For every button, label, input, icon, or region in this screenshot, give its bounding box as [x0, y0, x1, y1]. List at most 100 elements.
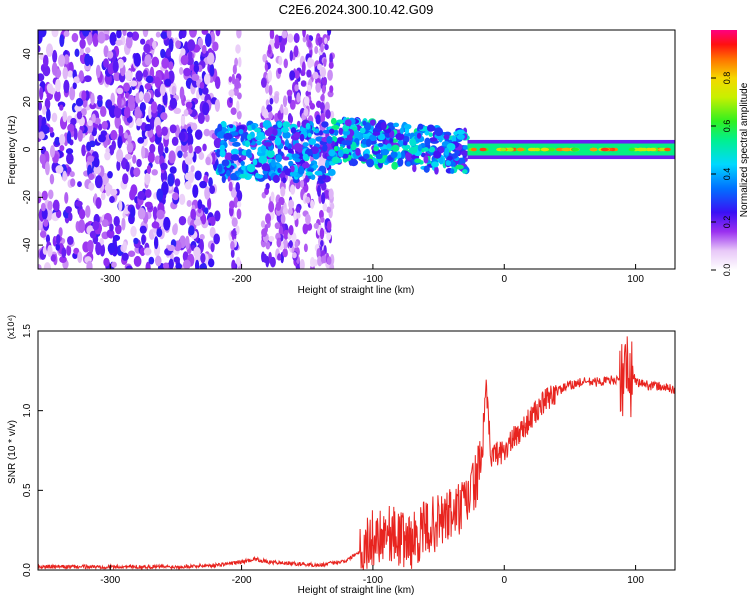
- spectrogram-cell: [234, 57, 238, 67]
- spectrogram-cell: [132, 154, 137, 164]
- spectrogram-cell: [62, 66, 69, 80]
- spectrogram-cell: [321, 77, 327, 86]
- spectrogram-cell: [236, 201, 242, 208]
- spectrogram-cell: [113, 72, 121, 82]
- y-tick-label: 0.5: [22, 483, 33, 497]
- spectrogram-cell: [106, 229, 115, 239]
- x-tick-label: 0: [501, 274, 507, 285]
- spectrogram-cell: [213, 233, 220, 245]
- spectrogram-cell: [143, 247, 152, 256]
- spectrogram-cell: [38, 220, 43, 231]
- spectrogram-cell: [275, 35, 280, 46]
- spectrogram-cell: [204, 186, 211, 200]
- spectrogram-cell: [127, 94, 135, 106]
- spectrogram-cell: [275, 202, 282, 211]
- spectrogram-cell: [52, 49, 58, 63]
- spectrogram-cell: [306, 69, 312, 78]
- spectrogram-cell: [203, 128, 211, 137]
- spectrogram-cell: [183, 67, 192, 77]
- spectrogram-cell: [156, 209, 165, 220]
- spectrogram-cell: [293, 45, 299, 58]
- spectrogram-cell: [260, 77, 267, 88]
- spectrogram-cell: [179, 86, 185, 101]
- spectrogram-cell: [255, 174, 264, 179]
- spectrogram-cell: [221, 159, 230, 167]
- x-tick-label: 100: [627, 575, 644, 586]
- spectrogram-cell: [324, 101, 330, 112]
- spectrogram-cell: [41, 190, 48, 201]
- spectrogram-cell: [296, 120, 301, 128]
- spectrogram-cell: [372, 131, 381, 136]
- y-tick-label: 20: [22, 96, 33, 108]
- spectrogram-cell: [229, 131, 239, 136]
- spectrogram-cell: [126, 142, 134, 153]
- spectrogram-cell: [72, 82, 77, 90]
- spectrogram-cell: [366, 158, 374, 168]
- spectrogram-cell: [265, 182, 270, 190]
- spectrogram-cell: [289, 99, 296, 110]
- spectrogram-cell: [315, 82, 322, 93]
- spectrogram-cell: [212, 41, 219, 52]
- spectrogram-cell: [88, 173, 95, 181]
- spectrogram-cell: [178, 30, 183, 40]
- spectrogram-y-label: Frequency (Hz): [7, 116, 18, 185]
- spectrogram-cell: [201, 44, 207, 54]
- spectrogram-cell: [127, 250, 136, 258]
- spectrogram-cell: [109, 223, 114, 232]
- spectrogram-cell: [270, 191, 275, 203]
- spectrogram-cell: [300, 179, 305, 188]
- spectrogram-cell: [305, 213, 311, 225]
- spectrogram-cell: [446, 155, 453, 161]
- spectrogram-cell: [328, 149, 336, 157]
- spectrogram-cell: [54, 90, 61, 102]
- spectrogram-cell: [116, 148, 124, 163]
- spectrogram-cell: [397, 157, 404, 167]
- spectrogram-cell: [369, 134, 378, 142]
- spectrogram-cell: [462, 169, 468, 174]
- spectrogram-cell: [49, 145, 55, 158]
- spectrogram-cell: [322, 203, 328, 212]
- snr-x-label: Height of straight line (km): [298, 585, 415, 596]
- spectrogram-cell: [228, 124, 234, 129]
- spectrogram-cell: [664, 147, 671, 152]
- spectrogram-cell: [92, 220, 100, 231]
- spectrogram-cell: [231, 259, 236, 269]
- spectrogram-cell: [396, 151, 402, 160]
- spectrogram-cell: [302, 30, 306, 38]
- spectrogram-cell: [197, 199, 203, 210]
- spectrogram-cell: [160, 162, 168, 171]
- spectrogram-cell: [133, 52, 142, 67]
- x-tick-label: -300: [100, 575, 120, 586]
- spectrogram-cell: [207, 197, 212, 210]
- spectrogram-cell: [81, 30, 90, 37]
- spectrogram-cell: [91, 113, 96, 124]
- spectrogram-cell: [94, 175, 103, 189]
- spectrogram-cell: [121, 217, 126, 231]
- spectrogram-cell: [317, 185, 321, 197]
- spectrogram-cell: [38, 73, 45, 82]
- spectrogram-cell: [183, 259, 191, 269]
- spectrogram-cell: [79, 38, 86, 49]
- spectrogram-cell: [38, 101, 43, 111]
- spectrogram-cell: [428, 146, 436, 153]
- spectrogram-cell: [143, 43, 151, 54]
- spectrogram-cell: [38, 30, 47, 38]
- spectrogram-cell: [194, 259, 200, 269]
- spectrogram-cell: [71, 32, 79, 43]
- spectrogram-cell: [226, 169, 231, 177]
- spectrogram-cell: [165, 48, 171, 58]
- spectrogram-cell: [422, 147, 429, 152]
- spectrogram-cell: [266, 149, 275, 159]
- spectrogram-cell: [49, 173, 55, 185]
- spectrogram-cell: [329, 262, 335, 269]
- spectrogram-cell: [417, 144, 422, 152]
- spectrogram-cell: [434, 127, 444, 137]
- spectrogram-cell: [325, 109, 331, 119]
- spectrogram-cell: [129, 188, 136, 201]
- spectrogram-cell: [238, 129, 244, 135]
- spectrogram-cell: [400, 150, 406, 160]
- spectrogram-cell: [47, 244, 53, 258]
- spectrogram-cell: [97, 94, 103, 102]
